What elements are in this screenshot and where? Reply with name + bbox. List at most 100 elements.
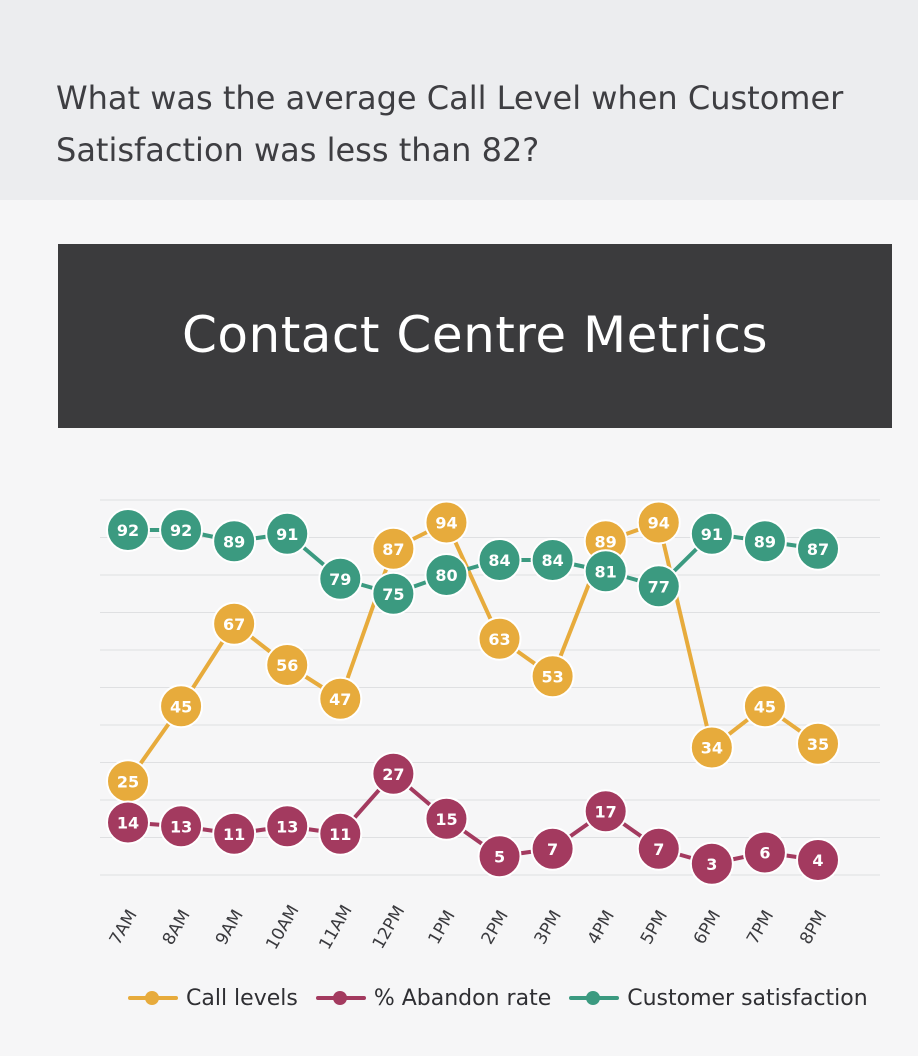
- data-label: 34: [701, 739, 723, 758]
- data-point: [477, 834, 522, 879]
- data-point: [583, 789, 628, 834]
- data-label: 13: [276, 817, 298, 836]
- data-point: [424, 553, 469, 597]
- data-label: 13: [170, 817, 192, 836]
- legend-swatch: [128, 991, 178, 1005]
- data-point: [424, 796, 469, 841]
- data-point: [796, 526, 840, 571]
- data-point: [424, 500, 469, 545]
- data-point: [636, 564, 681, 609]
- legend-label: Customer satisfaction: [627, 985, 868, 1011]
- data-point: [636, 500, 681, 545]
- data-label: 91: [701, 525, 723, 544]
- data-label: 25: [117, 772, 139, 791]
- x-tick-label: 4PM: [584, 907, 619, 948]
- data-label: 92: [170, 521, 192, 540]
- data-point: [742, 830, 787, 875]
- data-point: [796, 721, 840, 766]
- data-point: [477, 616, 522, 661]
- data-point: [796, 838, 840, 882]
- data-label: 75: [382, 585, 404, 604]
- data-point: [371, 751, 416, 796]
- legend-item: % Abandon rate: [315, 985, 552, 1011]
- data-point: [159, 684, 204, 729]
- data-label: 87: [382, 540, 404, 559]
- data-label: 79: [329, 570, 351, 589]
- data-point: [159, 508, 204, 552]
- data-point: [530, 538, 575, 582]
- data-label: 7: [547, 840, 558, 859]
- data-point: [689, 725, 734, 770]
- data-label: 84: [488, 551, 510, 570]
- data-label: 6: [759, 844, 770, 863]
- legend-item: Customer satisfaction: [569, 985, 868, 1011]
- x-tick-label: 12PM: [369, 902, 410, 952]
- data-label: 94: [435, 514, 457, 533]
- x-tick-label: 9AM: [212, 906, 248, 948]
- data-point: [212, 811, 257, 856]
- chart-title: Contact Centre Metrics: [182, 306, 768, 364]
- x-tick-label: 6PM: [690, 907, 725, 948]
- x-tick-label: 11AM: [315, 902, 356, 954]
- data-label: 15: [435, 810, 457, 829]
- chart-title-banner: Contact Centre Metrics: [58, 244, 892, 428]
- data-point: [265, 804, 310, 849]
- x-tick-label: 8PM: [796, 907, 831, 948]
- data-label: 80: [435, 566, 457, 585]
- data-point: [265, 511, 310, 556]
- data-label: 84: [541, 551, 563, 570]
- x-tick-label: 3PM: [531, 907, 566, 948]
- data-point: [689, 511, 734, 556]
- question-text: What was the average Call Level when Cus…: [56, 79, 844, 169]
- data-label: 17: [595, 802, 617, 821]
- x-tick-label: 7PM: [743, 907, 778, 948]
- data-point: [742, 519, 787, 564]
- data-label: 14: [117, 814, 139, 833]
- data-label: 5: [494, 847, 505, 866]
- data-point: [265, 643, 310, 687]
- legend-item: Call levels: [128, 986, 298, 1011]
- data-label: 11: [223, 825, 245, 844]
- x-tick-label: 2PM: [478, 907, 513, 948]
- x-tick-label: 1PM: [425, 907, 460, 948]
- data-label: 81: [595, 562, 617, 581]
- legend-label: Call levels: [186, 985, 298, 1011]
- data-label: 89: [754, 532, 776, 551]
- data-label: 3: [706, 855, 717, 874]
- chart-legend: Call levels % Abandon rate Customer satisf…: [128, 978, 876, 1018]
- data-point: [318, 676, 363, 721]
- data-label: 92: [117, 521, 139, 540]
- x-tick-label: 8AM: [159, 906, 195, 948]
- data-label: 4: [812, 851, 823, 870]
- x-tick-label: 10AM: [262, 902, 303, 954]
- legend-label: % Abandon rate: [373, 985, 552, 1011]
- data-point: [106, 508, 150, 552]
- data-label: 77: [648, 577, 670, 596]
- data-point: [371, 571, 416, 616]
- data-label: 47: [329, 690, 351, 709]
- data-point: [212, 601, 257, 646]
- data-point: [212, 519, 257, 564]
- data-label: 45: [754, 697, 776, 716]
- data-point: [583, 549, 628, 594]
- legend-swatch: [315, 991, 366, 1005]
- data-label: 63: [488, 630, 510, 649]
- data-point: [530, 826, 575, 871]
- data-label: 11: [329, 825, 351, 844]
- data-point: [636, 826, 681, 871]
- data-point: [318, 811, 363, 856]
- data-point: [689, 841, 734, 886]
- data-label: 7: [653, 840, 664, 859]
- data-label: 91: [276, 525, 298, 544]
- data-point: [159, 804, 204, 849]
- data-point: [371, 526, 416, 571]
- x-tick-label: 5PM: [637, 907, 672, 948]
- data-point: [530, 654, 575, 699]
- data-label: 94: [648, 514, 670, 533]
- data-point: [477, 538, 522, 582]
- data-label: 27: [382, 765, 404, 784]
- data-label: 67: [223, 615, 245, 634]
- data-point: [742, 684, 787, 729]
- data-label: 45: [170, 697, 192, 716]
